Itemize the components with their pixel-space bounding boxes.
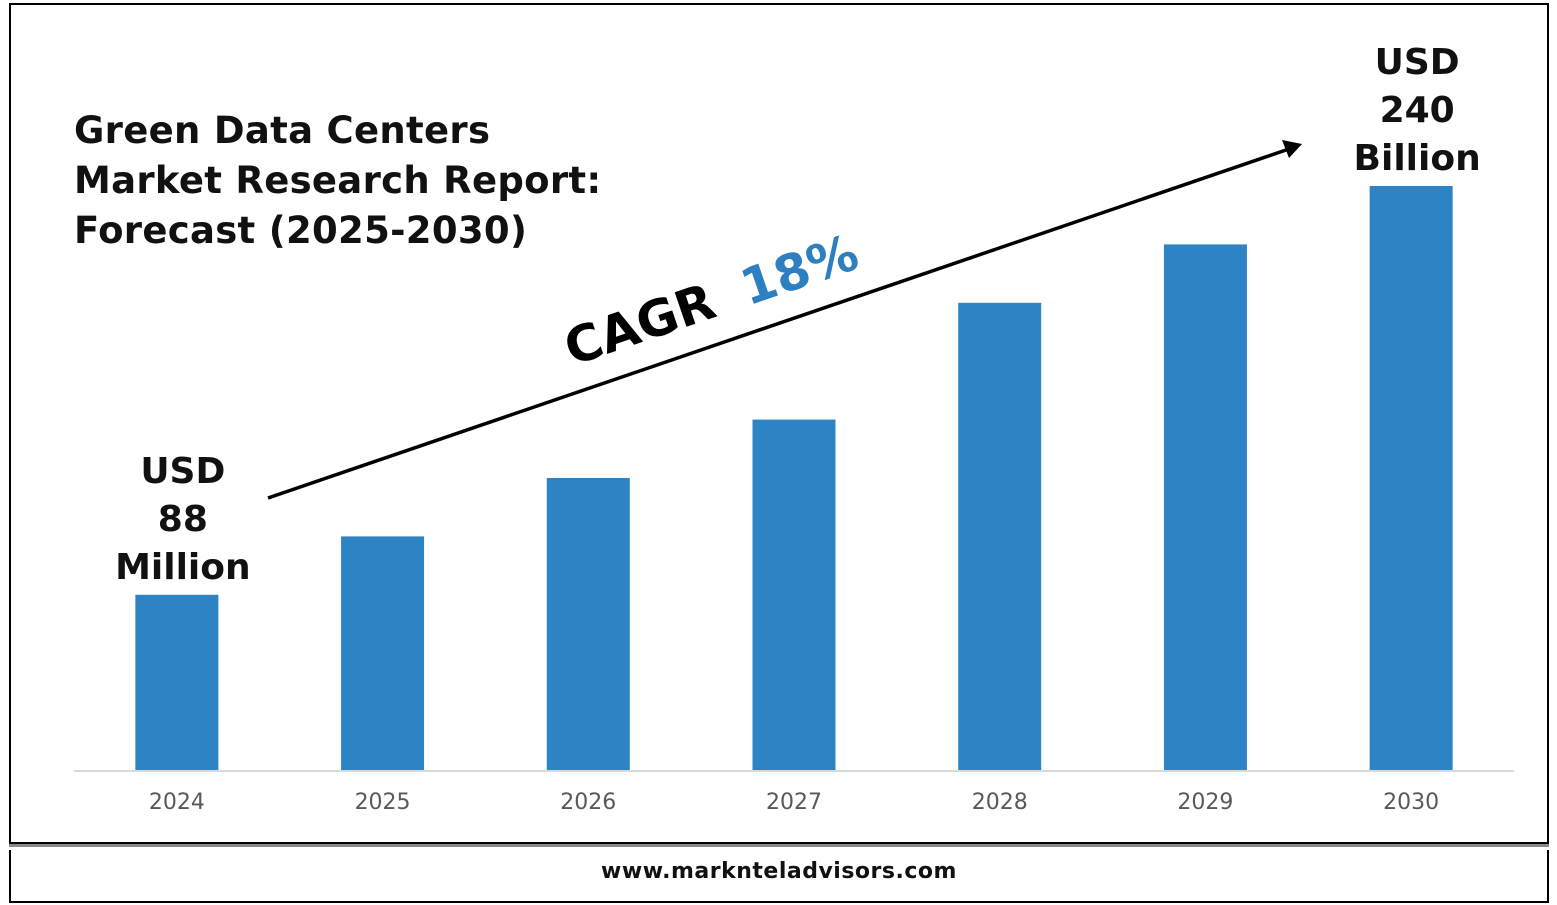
bar-2024 [135,594,219,770]
bar-2029 [1163,244,1247,770]
data-label-2024-line-1: USD [140,451,225,492]
svg-text:CAGR 18%: CAGR 18% [557,223,865,377]
cagr-arrow-line [267,148,1287,500]
cagr-label: CAGR [557,272,722,377]
bar-2027 [752,419,836,770]
cagr-value: 18% [733,223,865,317]
x-tick-label-2027: 2027 [766,790,822,815]
data-label-2030-line-2: 240 [1380,90,1455,131]
data-label-2030-line-1: USD [1375,42,1460,83]
x-tick-label-2029: 2029 [1177,790,1233,815]
website-url[interactable]: www.marknteladvisors.com [601,859,957,884]
cagr-arrow-head [1282,140,1302,158]
title-line-1: Green Data Centers [74,109,491,152]
x-tick-label-2025: 2025 [355,790,411,815]
data-label-2024-line-2: 88 [158,499,208,540]
data-label-2030-line-3: Billion [1354,138,1481,179]
x-tick-label-2026: 2026 [560,790,616,815]
bar-2028 [958,302,1042,770]
bar-2025 [341,536,425,770]
footer: www.marknteladvisors.com [9,850,1549,903]
data-label-2024-line-3: Million [115,547,251,588]
title-line-2: Market Research Report: [74,159,602,202]
chart-title: Green Data Centers Market Research Repor… [74,106,602,256]
x-tick-label-2024: 2024 [149,790,205,815]
bar-2026 [546,478,630,770]
bar-chart: 2024 2025 2026 2027 2028 2029 2030 USD 88 Millio… [74,42,1514,815]
x-tick-label-2028: 2028 [972,790,1028,815]
title-line-3: Forecast (2025-2030) [74,209,528,252]
bar-2030 [1369,186,1453,770]
x-tick-label-2030: 2030 [1383,790,1439,815]
